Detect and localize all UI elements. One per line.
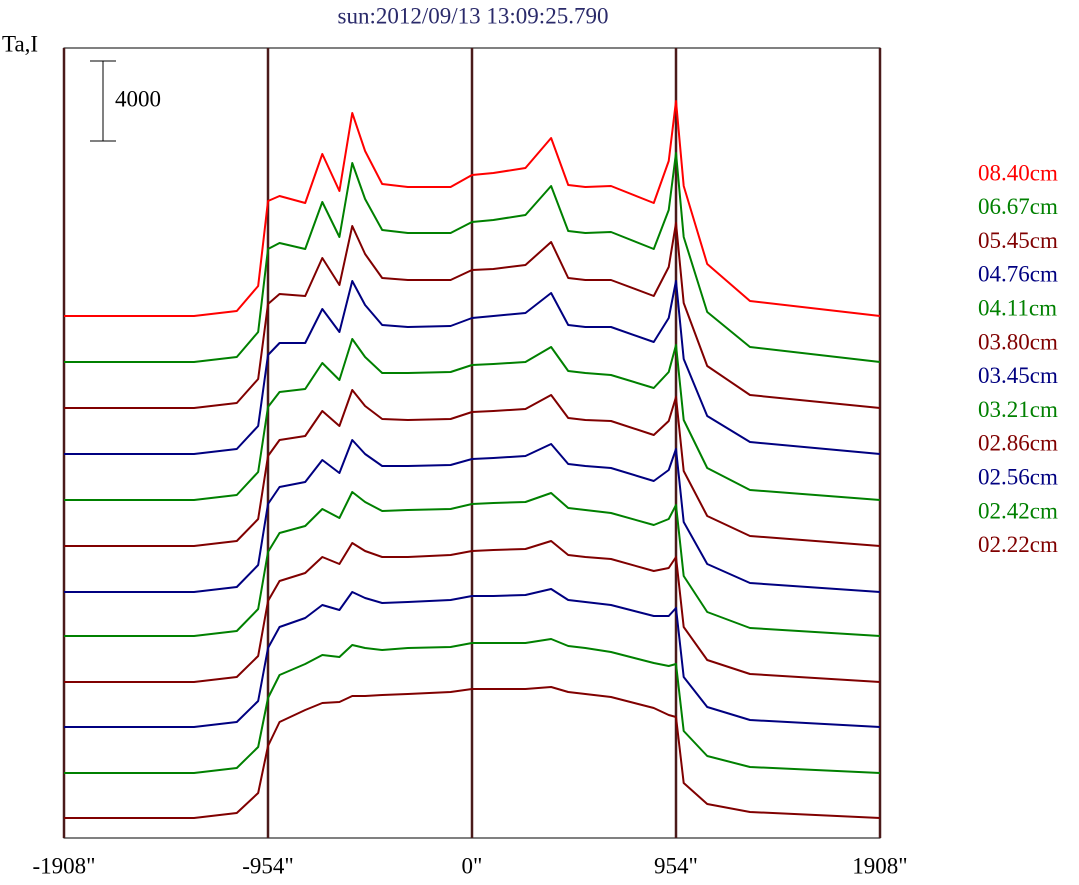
series-line (64, 638, 881, 774)
series-line (64, 280, 881, 455)
legend-label: 05.45cm (978, 228, 1058, 253)
legend-label: 02.22cm (978, 532, 1058, 557)
x-tick-label: 954" (654, 853, 698, 878)
x-tick-label: -1908" (32, 853, 95, 878)
series-line (64, 439, 881, 593)
series-line (64, 491, 881, 637)
legend-label: 08.40cm (978, 160, 1058, 185)
legend-label: 06.67cm (978, 194, 1058, 219)
series-line (64, 100, 881, 317)
legend-label: 02.42cm (978, 498, 1058, 523)
legend-label: 02.56cm (978, 464, 1058, 489)
legend-label: 03.21cm (978, 397, 1058, 422)
y-axis-label: Ta,I (2, 31, 38, 56)
series-line (64, 338, 881, 501)
x-tick-label: -954" (242, 853, 294, 878)
legend-label: 04.76cm (978, 262, 1058, 287)
legend-label: 02.86cm (978, 431, 1058, 456)
x-tick-label: 1908" (852, 853, 907, 878)
scale-bar-label: 4000 (115, 86, 161, 111)
legend-label: 03.45cm (978, 363, 1058, 388)
series-line (64, 588, 881, 728)
legend-label: 03.80cm (978, 329, 1058, 354)
series-line (64, 686, 881, 819)
chart-title: sun:2012/09/13 13:09:25.790 (338, 3, 609, 28)
series-line (64, 152, 881, 363)
x-tick-label: 0" (462, 853, 483, 878)
series-line (64, 389, 881, 547)
series-line (64, 540, 881, 683)
legend-label: 04.11cm (978, 295, 1057, 320)
series-line (64, 222, 881, 409)
